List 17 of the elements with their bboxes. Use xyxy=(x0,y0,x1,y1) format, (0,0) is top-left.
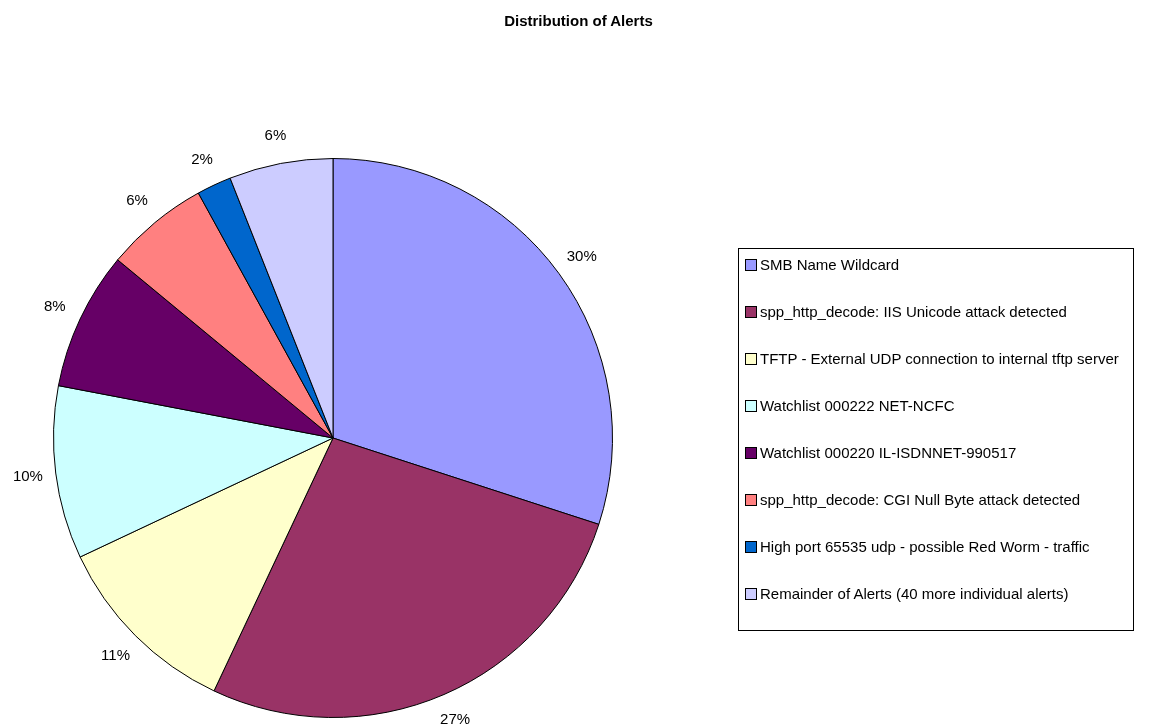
legend-label: spp_http_decode: IIS Unicode attack detected xyxy=(760,302,1067,322)
data-label: 30% xyxy=(566,247,597,265)
data-label: 8% xyxy=(43,297,66,315)
legend-label: Remainder of Alerts (40 more individual alerts) xyxy=(760,584,1069,604)
legend-label: TFTP - External UDP connection to internal tftp server xyxy=(760,349,1119,369)
legend-label: High port 65535 udp - possible Red Worm - traffic xyxy=(760,537,1090,557)
data-label: 11% xyxy=(101,645,131,663)
legend-label: Watchlist 000220 IL-ISDNNET-990517 xyxy=(760,443,1017,463)
data-label: 6% xyxy=(126,191,148,209)
legend-label: Watchlist 000222 NET-NCFC xyxy=(760,396,955,416)
chart-title: Distribution of Alerts xyxy=(503,12,654,29)
data-label: 27% xyxy=(440,710,471,725)
data-label: 6% xyxy=(264,126,287,144)
legend-label: SMB Name Wildcard xyxy=(760,255,900,275)
legend-label: spp_http_decode: CGI Null Byte attack detected xyxy=(760,490,1081,510)
data-label: 10% xyxy=(12,466,43,484)
data-label: 2% xyxy=(191,149,213,167)
